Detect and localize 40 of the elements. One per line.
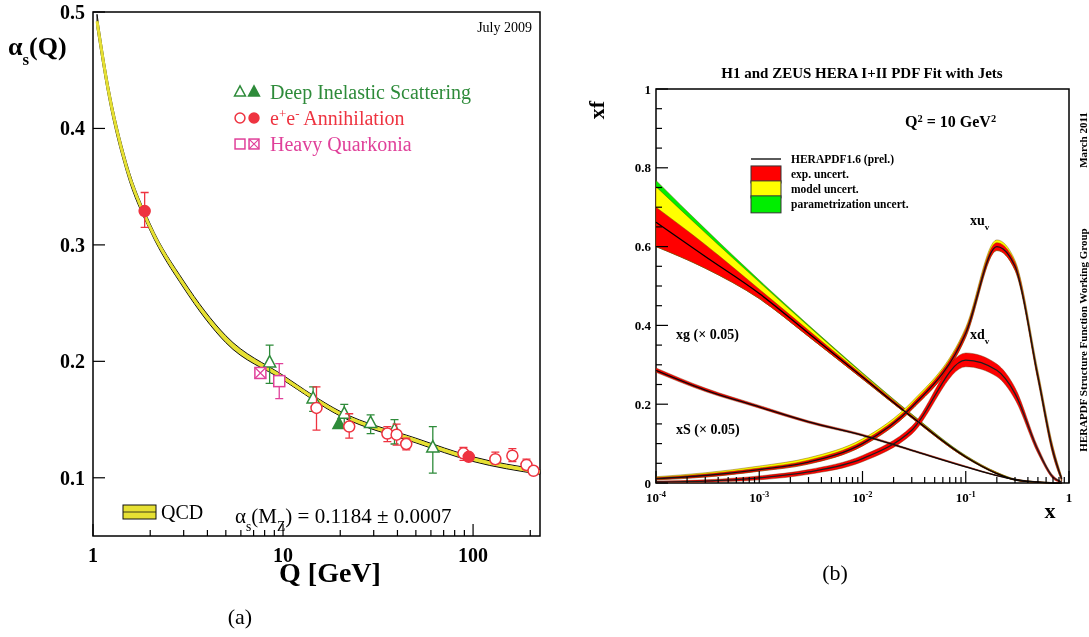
y-tick-label: 0: [644, 475, 651, 491]
legend-label: Heavy Quarkonia: [270, 133, 412, 156]
legend-label: model uncert.: [791, 182, 859, 195]
legend-label: parametrization uncert.: [791, 197, 909, 211]
x-tick-label: 10$^{-4}$: [645, 489, 667, 505]
y-tick-label: 0.2: [60, 350, 85, 373]
y-tick-label: 0.5: [60, 1, 85, 23]
legend-label: QCD: [161, 501, 204, 523]
chart-title: H1 and ZEUS HERA I+II PDF Fit with Jets: [721, 65, 1003, 81]
y-axis-title: α$_{s}$(Q): [8, 32, 67, 69]
text: March 2011: [1076, 112, 1089, 168]
annotation: xg (× 0.05): [676, 327, 740, 343]
x-tick-label: 10$^{-3}$: [749, 489, 770, 505]
y-tick-label: 1: [644, 81, 651, 97]
annotation: Q$^{2}$ = 10 GeV$^{2}$: [905, 112, 997, 130]
text: (a): [227, 604, 253, 629]
x-tick-label: 1: [1065, 490, 1073, 505]
y-tick-label: 0.4: [634, 317, 652, 333]
annotation: xu$_{v}$: [970, 213, 990, 232]
legend-label: HERAPDF1.6 (prel.): [791, 153, 895, 167]
annotation: α$_{s}$(M$_{Z}$) = 0.1184 ± 0.0007: [235, 504, 452, 534]
annotation: xS (× 0.05): [676, 422, 740, 438]
annotation: July 2009: [477, 20, 532, 35]
y-tick-label: 0.8: [634, 160, 652, 176]
x-tick-label: 10$^{-2}$: [852, 489, 873, 505]
legend-label: e$^{+}$e$^{-}$ Annihilation: [270, 105, 405, 129]
y-tick-label: 0.1: [60, 466, 85, 489]
x-tick-label: 100: [458, 544, 489, 566]
y-tick-label: 0.2: [634, 396, 651, 412]
legend-label: exp. uncert.: [791, 167, 849, 181]
y-axis-title: xf: [584, 100, 609, 120]
y-tick-label: 0.6: [634, 239, 652, 255]
text: (b): [822, 560, 848, 585]
legend-label: Deep Inelastic Scattering: [270, 81, 472, 104]
annotation: xd$_{v}$: [970, 327, 990, 346]
y-tick-label: 0.3: [60, 233, 85, 256]
text: HERAPDF Structure Function Working Group: [1076, 228, 1089, 452]
y-tick-label: 0.4: [60, 117, 85, 140]
x-tick-label: 10$^{-1}$: [955, 489, 976, 505]
x-axis-title: x: [1044, 498, 1056, 523]
